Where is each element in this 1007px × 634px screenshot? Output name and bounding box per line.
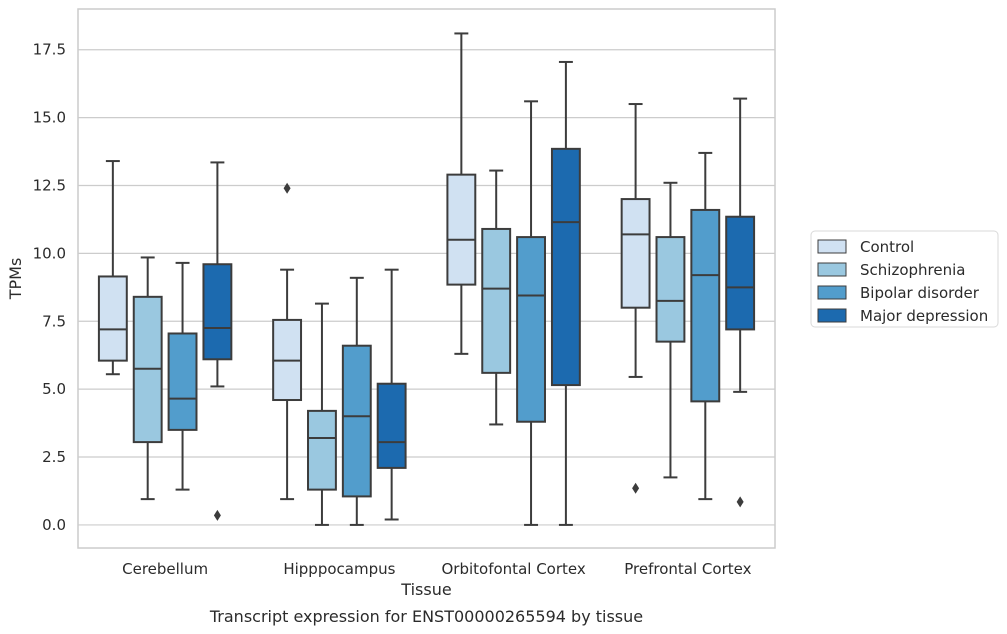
box-control-cerebellum	[97, 160, 128, 376]
x-tick-label: Cerebellum	[122, 560, 208, 578]
iqr-box	[202, 263, 233, 361]
iqr-box	[307, 409, 337, 491]
outlier-marker	[632, 482, 640, 494]
legend-swatch	[817, 239, 847, 254]
box-plot-area	[97, 32, 756, 526]
x-tick-labels: Cerebellum Hipppocampus Orbitofontal Corte…	[122, 560, 751, 578]
box-major-depression-prefrontal-cortex	[725, 97, 756, 508]
y-tick-label: 0.0	[42, 516, 66, 534]
iqr-box	[167, 332, 198, 431]
outlier-marker	[213, 509, 221, 521]
box-bipolar-disorder-prefrontal-cortex	[690, 151, 721, 501]
legend-swatch	[817, 285, 847, 300]
legend-swatch	[817, 308, 847, 323]
box-major-depression-cerebellum	[202, 161, 233, 521]
box-control-orbitofontal-cortex	[446, 32, 477, 355]
x-tick-label: Hipppocampus	[283, 560, 395, 578]
iqr-box	[690, 208, 721, 403]
chart-caption: Transcript expression for ENST0000026559…	[209, 607, 643, 626]
legend-label: Major depression	[860, 307, 988, 325]
box-major-depression-orbitofontal-cortex	[550, 60, 581, 526]
y-axis-label: TPMs	[6, 258, 25, 301]
outlier-marker	[736, 496, 744, 508]
box-control-hipppocampus	[272, 182, 303, 501]
iqr-box	[620, 198, 651, 309]
iqr-box	[446, 173, 477, 286]
box-schizophrenia-cerebellum	[132, 256, 163, 501]
y-tick-label: 7.5	[42, 312, 66, 330]
y-tick-label: 2.5	[42, 448, 66, 466]
x-axis-label: Tissue	[400, 580, 451, 599]
iqr-box	[516, 236, 546, 423]
iqr-box	[376, 382, 407, 469]
legend-label: Bipolar disorder	[860, 284, 980, 302]
box-schizophrenia-prefrontal-cortex	[655, 181, 686, 479]
box-control-prefrontal-cortex	[620, 103, 651, 494]
iqr-box	[725, 215, 756, 331]
iqr-box	[655, 236, 686, 343]
y-tick-labels: 0.0 2.5 5.0 7.5 10.0 12.5 15.0 17.5	[33, 41, 66, 534]
y-tick-label: 5.0	[42, 380, 66, 398]
x-tick-label: Prefrontal Cortex	[624, 560, 751, 578]
box-bipolar-disorder-orbitofontal-cortex	[516, 100, 546, 526]
x-tick-label: Orbitofontal Cortex	[442, 560, 586, 578]
y-tick-label: 10.0	[33, 244, 66, 262]
legend-swatch	[817, 262, 847, 277]
legend-label: Schizophrenia	[860, 261, 965, 279]
box-schizophrenia-orbitofontal-cortex	[481, 169, 512, 426]
legend-label: Control	[860, 238, 914, 256]
legend-frame	[810, 230, 999, 328]
box-major-depression-hipppocampus	[376, 268, 407, 521]
plot-frame	[77, 8, 776, 549]
iqr-box	[341, 344, 372, 498]
box-bipolar-disorder-hipppocampus	[341, 276, 372, 526]
iqr-box	[97, 275, 128, 362]
y-tick-label: 17.5	[33, 41, 66, 59]
legend: Control Schizophrenia Bipolar disorder Majo…	[810, 230, 999, 328]
iqr-box	[550, 147, 581, 387]
box-bipolar-disorder-cerebellum	[167, 261, 198, 491]
iqr-box	[481, 227, 512, 374]
outlier-marker	[283, 182, 291, 194]
y-tick-label: 12.5	[33, 176, 66, 194]
box-schizophrenia-hipppocampus	[307, 302, 337, 526]
y-tick-label: 15.0	[33, 109, 66, 127]
